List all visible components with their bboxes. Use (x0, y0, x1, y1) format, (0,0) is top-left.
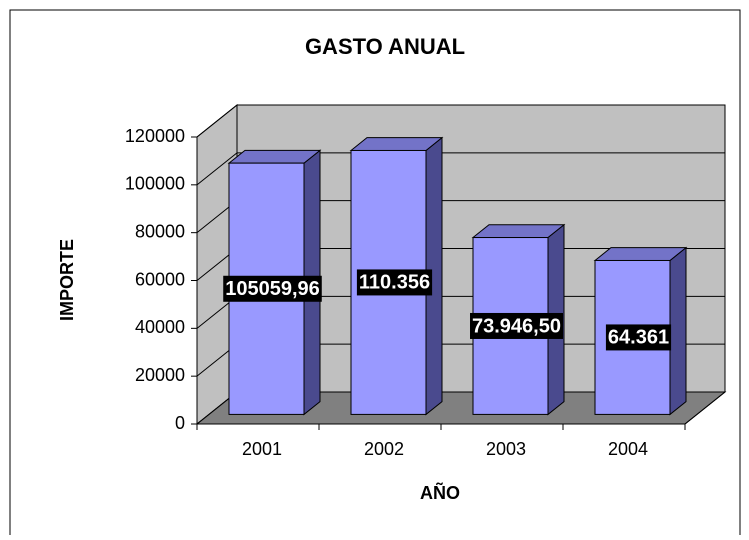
bar-top (593, 247, 688, 261)
x-tick-label: 2002 (364, 439, 404, 459)
y-tick-label: 120000 (125, 126, 185, 146)
value-label: 73.946,50 (472, 315, 561, 337)
x-tick-label: 2003 (486, 439, 526, 459)
value-label-box (470, 312, 563, 339)
value-label: 110.356 (359, 272, 430, 294)
value-label: 105059,96 (225, 278, 320, 300)
value-label-box (356, 269, 433, 296)
y-tick-label: 40000 (135, 317, 185, 337)
bar-top (471, 224, 566, 239)
y-tick-label: 100000 (125, 174, 185, 194)
x-tick-label: 2001 (242, 439, 282, 459)
y-tick-label: 20000 (135, 365, 185, 385)
y-tick-label: 80000 (135, 221, 185, 241)
value-label-box (605, 324, 672, 351)
value-label-box (223, 275, 322, 302)
value-label: 64.361 (608, 327, 669, 349)
chart-title: GASTO ANUAL (305, 34, 465, 59)
y-axis-title: IMPORTE (57, 239, 77, 321)
x-axis-title: AÑO (420, 482, 460, 503)
grid-line (196, 152, 725, 186)
x-tick-label: 2004 (608, 439, 648, 459)
bar-top (349, 137, 444, 151)
y-tick-label: 0 (175, 413, 185, 433)
grid-line (196, 104, 725, 138)
chart-border (9, 9, 741, 535)
bar-side (669, 246, 687, 416)
bar-top (227, 149, 322, 164)
y-tick-label: 60000 (135, 269, 185, 289)
